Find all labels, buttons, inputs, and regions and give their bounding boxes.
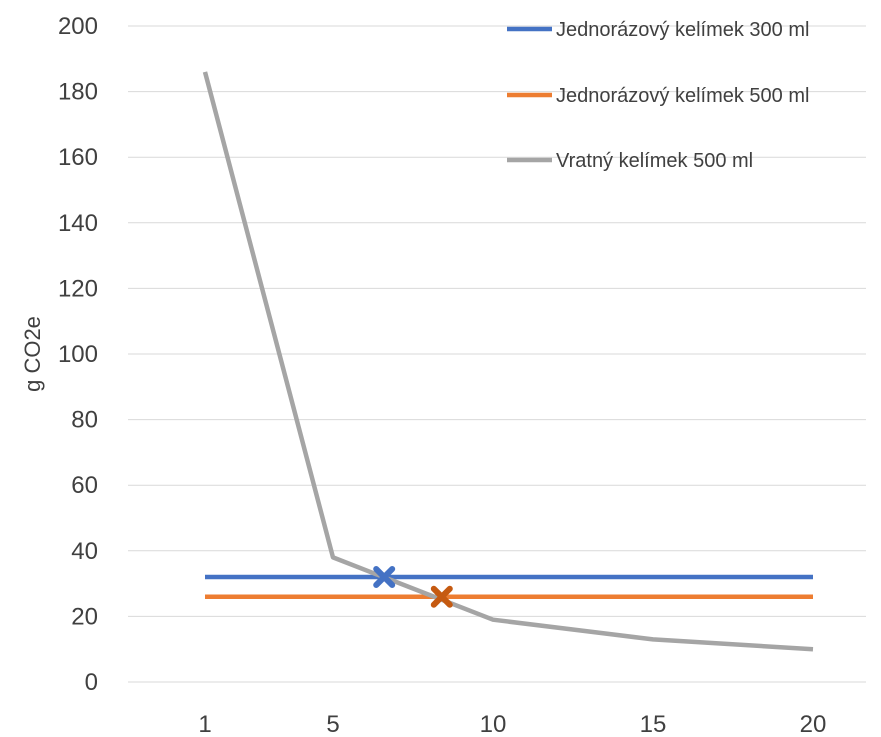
y-tick-label: 100 bbox=[58, 341, 98, 368]
y-axis-ticks: 0 20 40 60 80 100 120 140 160 180 200 bbox=[58, 13, 98, 696]
grid bbox=[128, 26, 866, 682]
y-tick-label: 160 bbox=[58, 144, 98, 171]
legend-label: Jednorázový kelímek 500 ml bbox=[556, 85, 809, 107]
legend-label: Vratný kelímek 500 ml bbox=[556, 150, 753, 172]
y-tick-label: 140 bbox=[58, 210, 98, 237]
y-tick-label: 20 bbox=[71, 603, 98, 630]
y-tick-label: 60 bbox=[71, 472, 98, 499]
x-tick-label: 20 bbox=[800, 711, 827, 737]
legend-item-1: Jednorázový kelímek 300 ml bbox=[507, 19, 809, 41]
y-tick-label: 40 bbox=[71, 538, 98, 565]
legend-item-3: Vratný kelímek 500 ml bbox=[507, 150, 753, 172]
legend-label: Jednorázový kelímek 300 ml bbox=[556, 19, 809, 41]
y-tick-label: 80 bbox=[71, 407, 98, 434]
x-tick-label: 15 bbox=[640, 711, 667, 737]
y-axis-label: g CO2e bbox=[20, 316, 45, 392]
y-tick-label: 180 bbox=[58, 79, 98, 106]
x-tick-label: 5 bbox=[326, 711, 339, 737]
legend: Jednorázový kelímek 300 ml Jednorázový ke… bbox=[507, 19, 809, 172]
x-tick-label: 1 bbox=[198, 711, 211, 737]
y-tick-label: 200 bbox=[58, 13, 98, 40]
x-axis-ticks: 1 5 10 15 20 bbox=[198, 711, 826, 737]
legend-item-2: Jednorázový kelímek 500 ml bbox=[507, 85, 809, 107]
x-tick-label: 10 bbox=[480, 711, 507, 737]
y-tick-label: 120 bbox=[58, 275, 98, 302]
y-tick-label: 0 bbox=[85, 669, 98, 696]
